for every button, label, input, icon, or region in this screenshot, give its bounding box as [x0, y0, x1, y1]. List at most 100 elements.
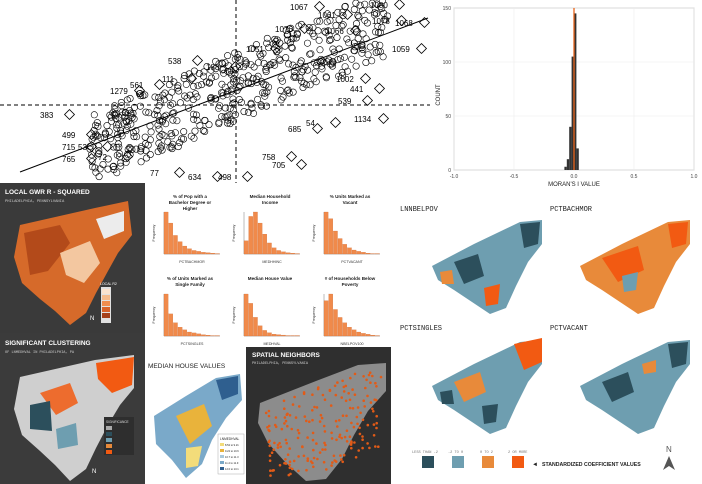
influential-point-label: 1002	[336, 75, 354, 84]
influence-marker	[359, 72, 372, 85]
gwr-light-region-2	[96, 211, 124, 239]
scatter-point	[358, 7, 366, 15]
scatter-point	[200, 72, 208, 80]
scatter-point	[207, 94, 215, 102]
small-hist-title: Vacant	[343, 200, 358, 205]
scatter-point	[130, 115, 138, 123]
scatter-point	[126, 151, 134, 159]
scatter-point	[114, 140, 122, 148]
small-hist-bar	[205, 252, 211, 255]
scatter-point	[168, 88, 176, 96]
small-hist-bar	[323, 211, 329, 255]
median-map-title: MEDIAN HOUSE VALUES	[148, 363, 226, 370]
small-hist-bar	[271, 334, 277, 337]
scatter-point	[180, 128, 188, 136]
small-hist-xlabel: NBELPOV100	[341, 342, 364, 346]
svg-text:N: N	[666, 445, 672, 454]
scatter-point	[219, 66, 227, 74]
scatter-point	[115, 150, 123, 158]
scatter-point	[359, 45, 367, 53]
small-hist-bar	[248, 303, 253, 337]
scatter-point	[110, 143, 118, 151]
small-hist-ylabel: Frequency	[312, 306, 316, 323]
scatter-point	[304, 66, 312, 74]
scatter-point	[162, 120, 170, 128]
hist-ytick: 0	[448, 168, 451, 174]
scatter-point	[288, 44, 296, 52]
influence-marker	[85, 128, 98, 141]
scatter-point	[180, 75, 188, 83]
coef-legend-label: 2 OR MORE	[508, 451, 527, 455]
scatter-point	[293, 29, 301, 37]
scatter-point	[279, 93, 287, 101]
scatter-point	[212, 72, 220, 80]
small-hist-ylabel: Frequency	[312, 224, 316, 241]
small-hist-bar	[191, 332, 197, 337]
small-hist-bar	[168, 313, 173, 337]
scatter-point	[371, 9, 379, 17]
scatter-point	[379, 53, 387, 61]
median-legend-item: 9.22 to 10.6	[225, 449, 239, 453]
scatter-point	[247, 100, 255, 108]
influence-marker	[101, 140, 114, 153]
coef-map-title: LNNBELPOV	[400, 206, 439, 214]
scatter-point	[176, 99, 184, 107]
scatter-point	[224, 87, 232, 95]
influential-point-label: 634	[188, 173, 202, 182]
small-hist-title: % Units Marked as	[330, 194, 371, 199]
scatter-point	[116, 159, 124, 167]
scatter-point	[175, 87, 183, 95]
clustering-map-panel: SIGNIFICANT CLUSTERING OF LNMEDHVAL IN P…	[0, 333, 145, 484]
scatter-point	[198, 81, 206, 89]
coef-legend-label: 0 TO 2	[480, 451, 493, 455]
scatter-point	[92, 168, 100, 176]
gwr-subtitle: PHILADELPHIA, PENNSYLVANIA	[5, 200, 65, 204]
small-hist-bar	[262, 234, 267, 255]
scatter-point	[201, 116, 209, 124]
scatter-point	[205, 78, 213, 86]
scatter-point	[314, 27, 322, 35]
scatter-point	[191, 127, 199, 135]
scatter-point	[146, 151, 154, 159]
small-hist-bar	[191, 250, 197, 255]
scatter-point	[358, 49, 366, 57]
scatter-point	[165, 81, 173, 89]
small-hist-bar	[370, 335, 375, 337]
small-hist-bar	[365, 334, 371, 337]
median-legend-item: 8.52 to 9.21	[225, 443, 239, 447]
scatter-point	[143, 154, 151, 162]
scatter-point	[343, 67, 351, 75]
scatter-point	[298, 68, 306, 76]
scatter-point	[99, 161, 107, 169]
scatter-point	[155, 94, 163, 102]
scatter-point	[378, 5, 386, 13]
influence-marker	[373, 82, 386, 95]
scatter-point	[381, 16, 389, 24]
influential-point-label: 72	[98, 153, 107, 162]
small-hist-bar	[267, 332, 272, 337]
small-hist-bar	[285, 252, 291, 255]
cluster-high-high	[96, 357, 134, 393]
scatter-point	[118, 108, 126, 116]
scatter-point	[115, 121, 123, 129]
small-histogram: Median House Value MEDHVAL Frequency	[232, 276, 300, 346]
scatter-point	[289, 88, 297, 96]
hist-ytick: 50	[445, 114, 451, 120]
influential-point-label: 1061	[318, 11, 336, 20]
scatter-point	[338, 71, 346, 79]
scatter-point	[259, 89, 267, 97]
scatter-point	[252, 75, 260, 83]
influential-point-label: 111	[162, 75, 175, 84]
small-hist-bar	[243, 240, 249, 255]
coef-legend-swatch	[422, 456, 434, 468]
scatter-point	[272, 40, 280, 48]
scatter-point	[127, 120, 135, 128]
scatter-point	[113, 121, 121, 129]
scatter-point	[101, 129, 109, 137]
scatter-point	[359, 30, 367, 38]
scatter-point	[147, 128, 155, 136]
scatter-point	[348, 55, 356, 63]
scatter-point	[240, 108, 248, 116]
influence-marker	[415, 42, 428, 55]
